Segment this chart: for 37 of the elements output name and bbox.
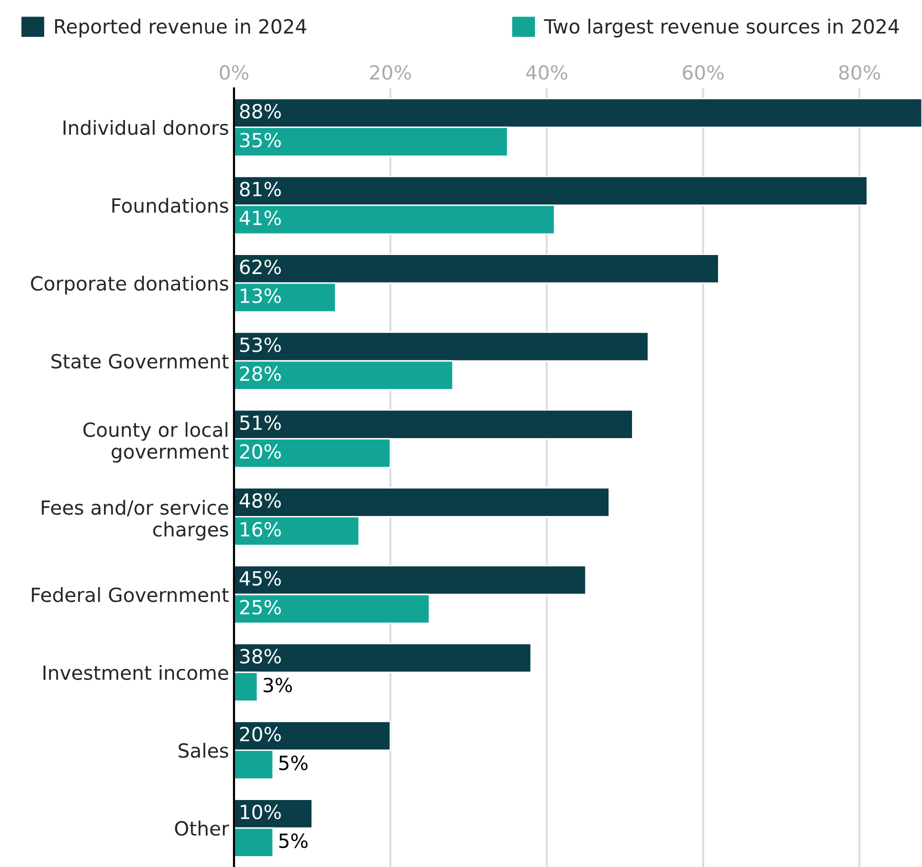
data-label: 3%: [264, 678, 292, 692]
x-tick-label: 40%: [526, 65, 568, 80]
data-label: 62%: [240, 260, 281, 274]
x-tick-label: 20%: [370, 65, 411, 80]
data-label: 51%: [240, 415, 281, 430]
y-tick-label: County or local government: [83, 422, 229, 463]
y-tick-label: Other: [175, 820, 230, 836]
data-label: 20%: [240, 726, 281, 742]
data-label: 13%: [240, 288, 281, 304]
data-label: 28%: [240, 366, 281, 381]
legend-label: Reported revenue in 2024: [55, 18, 306, 38]
x-tick-label: 60%: [682, 65, 724, 80]
y-tick-label: Federal Government: [32, 587, 229, 602]
data-label: 25%: [240, 600, 281, 615]
data-label: 45%: [240, 571, 281, 586]
y-tick-label: State Government: [52, 354, 229, 369]
legend-label: Two largest revenue sources in 2024: [544, 18, 899, 38]
y-tick-label: Individual donors: [64, 120, 228, 136]
data-label: 38%: [240, 648, 281, 664]
data-label: 41%: [240, 210, 281, 226]
y-tick-label: Investment income: [44, 664, 228, 680]
data-label: 81%: [240, 182, 281, 196]
y-tick-label: Sales: [178, 742, 228, 758]
y-tick-label: Foundations: [112, 198, 228, 213]
y-tick-label: Fees and/or service charges: [42, 500, 228, 540]
x-tick-label: 0%: [220, 65, 248, 80]
data-label: 53%: [240, 337, 281, 352]
data-label: 20%: [240, 444, 281, 459]
data-label: 88%: [240, 104, 281, 119]
x-tick-label: 80%: [839, 65, 880, 80]
data-label: 35%: [240, 132, 281, 148]
y-tick-label: Corporate donations: [30, 276, 228, 295]
data-label: 5%: [279, 833, 308, 848]
data-label: 10%: [240, 804, 281, 820]
data-label: 16%: [240, 522, 281, 537]
data-label: 48%: [240, 493, 281, 508]
data-label: 5%: [279, 756, 308, 770]
